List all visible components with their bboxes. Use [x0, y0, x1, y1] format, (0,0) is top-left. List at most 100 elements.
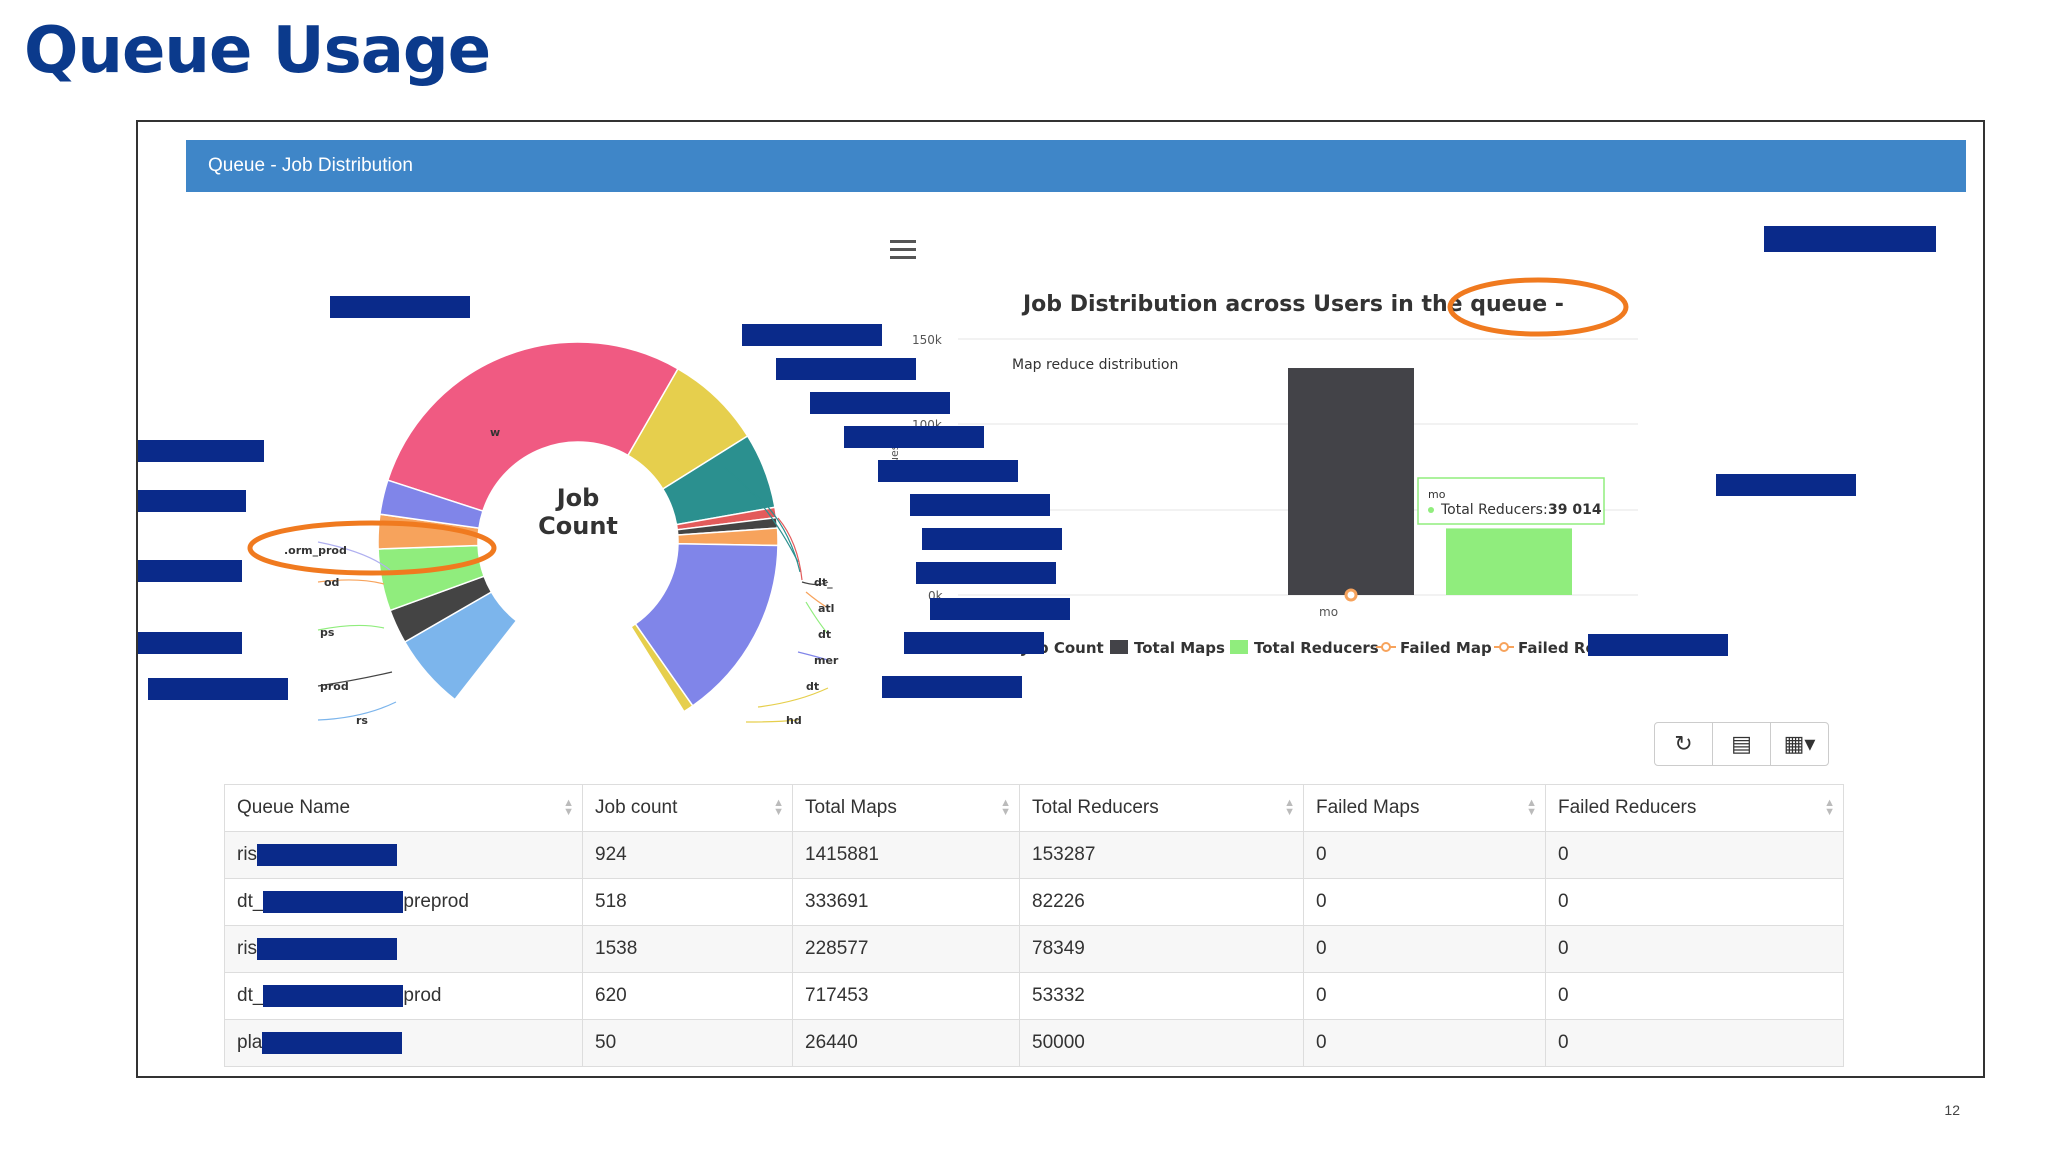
legend-item-total-maps[interactable]: Total Maps [1134, 639, 1225, 657]
bar-chart-subtitle: Map reduce distribution [1012, 357, 1178, 373]
tooltip-series-fragment: mo [1428, 488, 1446, 501]
connector-line [797, 651, 829, 661]
redaction-block [882, 676, 1022, 698]
failed-maps-cell: 0 [1303, 878, 1546, 926]
legend-swatch [1499, 642, 1509, 652]
queue-name-cell: ris [224, 925, 583, 973]
donut-center-label-2: Count [538, 512, 618, 540]
refresh-icon[interactable]: ↻ [1655, 723, 1713, 765]
queue-name-cell: dt_ prod [224, 972, 583, 1020]
slide-title: Queue Usage [24, 14, 491, 88]
total-maps-cell: 1415881 [792, 831, 1020, 879]
connector-line [752, 491, 801, 573]
redaction-block [148, 678, 288, 700]
total-reducers-cell: 53332 [1019, 972, 1304, 1020]
donut-label-fragment: .orm_prod [284, 544, 347, 557]
queue-name-cell: ris [224, 831, 583, 879]
redaction-block [904, 632, 1044, 654]
redaction-block [138, 490, 246, 512]
donut-label-fragment: dt [818, 628, 831, 641]
redaction-block [1764, 226, 1936, 252]
total-maps-cell: 717453 [792, 972, 1020, 1020]
total-reducers-cell: 50000 [1019, 1019, 1304, 1067]
bar-total-reducers[interactable] [1446, 528, 1572, 595]
columns-dropdown-icon[interactable]: ▦▾ [1783, 731, 1816, 756]
job-count-cell: 620 [582, 972, 793, 1020]
point-failed-map[interactable] [1344, 588, 1358, 602]
connector-line [805, 591, 829, 609]
highlight-ellipse [1447, 277, 1629, 337]
donut-slice[interactable] [634, 542, 779, 707]
job-count-cell: 1538 [582, 925, 793, 973]
redaction-block [916, 562, 1056, 584]
connector-line [757, 687, 829, 708]
column-header-failed-maps[interactable]: Failed Maps ▲ ▼ [1303, 784, 1546, 832]
column-header-total-reducers[interactable]: Total Reducers ▲ ▼ [1019, 784, 1304, 832]
redaction-block [138, 440, 264, 462]
job-count-donut-chart: Job Count w .orm_prod od ps prod rs dt_ … [247, 341, 839, 727]
dashboard-screenshot: Queue - Job Distribution Job Count w .o [136, 120, 1985, 1078]
donut-slice[interactable] [629, 622, 694, 713]
table-row[interactable]: pla 50 26440 50000 0 0 [224, 1019, 1844, 1067]
failed-reducers-cell: 0 [1545, 972, 1844, 1020]
legend-item-total-reducers[interactable]: Total Reducers [1254, 639, 1379, 657]
donut-label-fragment: dt_ [814, 576, 833, 589]
redaction-block [742, 324, 882, 346]
donut-label-fragment: dt [806, 680, 819, 693]
map-reduce-bar-chart: Job Distribution across Users in the que… [888, 277, 1653, 657]
column-header-queue-name[interactable]: Queue Name ▲ ▼ [224, 784, 583, 832]
x-category-label: mo [1319, 605, 1338, 619]
table-header-row: Queue Name ▲ ▼ Job count ▲ ▼ Total Maps ▲ ▼ To… [224, 784, 1844, 832]
donut-label-fragment: mer [814, 654, 839, 667]
redaction-block [844, 426, 984, 448]
y-axis-title-fragment: ues [888, 444, 901, 464]
queue-name-cell: dt_ preprod [224, 878, 583, 926]
failed-maps-cell: 0 [1303, 972, 1546, 1020]
connector-line [801, 581, 829, 586]
page-number: 12 [1944, 1102, 1960, 1118]
hamburger-menu-icon[interactable] [890, 240, 916, 260]
legend-swatch [1110, 640, 1128, 654]
connector-line [317, 624, 385, 631]
total-maps-cell: 228577 [792, 925, 1020, 973]
connector-line [805, 601, 829, 635]
redaction-block [810, 392, 950, 414]
redaction-block [776, 358, 916, 380]
column-header-total-maps[interactable]: Total Maps ▲ ▼ [792, 784, 1020, 832]
failed-reducers-cell: 0 [1545, 878, 1844, 926]
donut-label-fragment: rs [356, 714, 368, 727]
job-count-cell: 50 [582, 1019, 793, 1067]
total-reducers-cell: 78349 [1019, 925, 1304, 973]
table-row[interactable]: ris 924 1415881 153287 0 0 [224, 831, 1844, 879]
total-reducers-cell: 153287 [1019, 831, 1304, 879]
toggle-view-icon[interactable]: ▤ [1713, 723, 1771, 765]
table-row[interactable]: ris 1538 228577 78349 0 0 [224, 925, 1844, 973]
connector-line [317, 701, 397, 721]
connector-line [317, 671, 393, 687]
job-count-cell: 518 [582, 878, 793, 926]
failed-reducers-cell: 0 [1545, 925, 1844, 973]
legend-swatch [1381, 642, 1391, 652]
failed-reducers-cell: 0 [1545, 831, 1844, 879]
job-count-cell: 924 [582, 831, 793, 879]
bar-chart-title: Job Distribution across Users in the que… [1021, 292, 1564, 317]
y-tick-label: 150k [912, 333, 942, 347]
donut-slice[interactable] [386, 341, 680, 513]
total-maps-cell: 26440 [792, 1019, 1020, 1067]
column-header-failed-reducers[interactable]: Failed Reducers ▲ ▼ [1545, 784, 1844, 832]
redaction-block [922, 528, 1062, 550]
legend-item-failed-map[interactable]: Failed Map [1400, 639, 1492, 657]
redaction-block [138, 632, 242, 654]
donut-label-fragment: ps [320, 626, 335, 639]
table-row[interactable]: dt_ preprod 518 333691 82226 0 0 [224, 878, 1844, 926]
donut-slice[interactable] [379, 479, 484, 529]
connector-line [491, 426, 507, 455]
redaction-block [1588, 634, 1728, 656]
bar-total-maps[interactable] [1288, 368, 1414, 595]
redaction-block [878, 460, 1018, 482]
connector-line [724, 467, 799, 563]
redaction-block [330, 296, 470, 318]
table-row[interactable]: dt_ prod 620 717453 53332 0 0 [224, 972, 1844, 1020]
panel-header: Queue - Job Distribution [186, 140, 1966, 192]
column-header-job-count[interactable]: Job count ▲ ▼ [582, 784, 793, 832]
